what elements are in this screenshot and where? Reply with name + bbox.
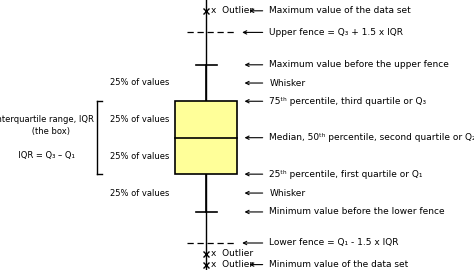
Text: Minimum value before the lower fence: Minimum value before the lower fence (269, 207, 445, 217)
Text: Maximum value of the data set: Maximum value of the data set (269, 6, 411, 15)
Text: Whisker: Whisker (269, 188, 305, 198)
Text: Lower fence = Q₁ - 1.5 x IQR: Lower fence = Q₁ - 1.5 x IQR (269, 238, 399, 248)
Text: Interquartile range, IQR
      (the box)

  IQR = Q₃ – Q₁: Interquartile range, IQR (the box) IQR =… (0, 116, 93, 160)
Text: 25% of values: 25% of values (110, 78, 170, 87)
Text: 25% of values: 25% of values (110, 115, 170, 124)
Text: 25ᵗʰ percentile, first quartile or Q₁: 25ᵗʰ percentile, first quartile or Q₁ (269, 170, 423, 179)
Text: Median, 50ᵗʰ percentile, second quartile or Q₂: Median, 50ᵗʰ percentile, second quartile… (269, 133, 474, 142)
Text: 75ᵗʰ percentile, third quartile or Q₃: 75ᵗʰ percentile, third quartile or Q₃ (269, 97, 426, 106)
Text: Upper fence = Q₃ + 1.5 x IQR: Upper fence = Q₃ + 1.5 x IQR (269, 28, 403, 37)
Text: x  Outlier: x Outlier (211, 249, 253, 258)
Text: Whisker: Whisker (269, 79, 305, 87)
Text: x  Outlier: x Outlier (211, 260, 253, 269)
Text: 25% of values: 25% of values (110, 151, 170, 161)
Text: 25% of values: 25% of values (110, 188, 170, 198)
Text: Maximum value before the upper fence: Maximum value before the upper fence (269, 60, 449, 69)
Bar (175, 101, 237, 174)
Text: Minimum value of the data set: Minimum value of the data set (269, 260, 409, 269)
Text: x  Outlier: x Outlier (211, 6, 253, 15)
